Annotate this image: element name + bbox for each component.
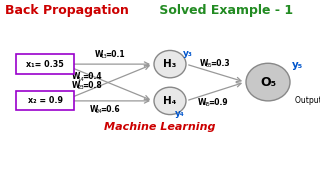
Text: y₅: y₅ (292, 60, 304, 70)
Text: x₁= 0.35: x₁= 0.35 (26, 60, 64, 69)
Text: O₅: O₅ (260, 76, 276, 89)
Text: W: W (90, 105, 98, 114)
Text: 45: 45 (204, 102, 210, 107)
Circle shape (154, 50, 186, 78)
Text: =0.6: =0.6 (100, 105, 120, 114)
Text: H₄: H₄ (164, 96, 177, 106)
Text: 35: 35 (205, 63, 212, 68)
Text: =0.4: =0.4 (82, 72, 102, 81)
Text: W: W (200, 59, 208, 68)
Text: W: W (198, 98, 206, 107)
Text: Subscribe to Mahesh Huddar: Subscribe to Mahesh Huddar (10, 162, 146, 171)
Text: W: W (72, 81, 80, 90)
Text: W: W (95, 50, 103, 59)
Text: y₃: y₃ (183, 49, 193, 58)
Text: =0.1: =0.1 (105, 50, 124, 59)
Text: Machine Learning: Machine Learning (104, 122, 216, 132)
Text: =0.8: =0.8 (82, 81, 102, 90)
Text: y₄: y₄ (175, 109, 185, 118)
FancyBboxPatch shape (16, 54, 74, 73)
Text: Back Propagation: Back Propagation (5, 4, 129, 17)
Text: H₃: H₃ (163, 59, 177, 69)
Text: =0.3: =0.3 (210, 59, 230, 68)
Text: =0.9: =0.9 (208, 98, 228, 107)
FancyBboxPatch shape (16, 91, 74, 110)
Text: Output y: Output y (295, 96, 320, 105)
Text: W: W (72, 72, 80, 81)
Text: x₂ = 0.9: x₂ = 0.9 (28, 96, 62, 105)
Circle shape (246, 63, 290, 101)
Text: Visit: vtupulse.com: Visit: vtupulse.com (219, 162, 310, 171)
Text: 24: 24 (95, 109, 102, 114)
Text: 23: 23 (77, 85, 84, 90)
Text: Solved Example - 1: Solved Example - 1 (155, 4, 293, 17)
Text: 14: 14 (77, 76, 84, 82)
Text: 13: 13 (100, 54, 107, 59)
Circle shape (154, 87, 186, 115)
